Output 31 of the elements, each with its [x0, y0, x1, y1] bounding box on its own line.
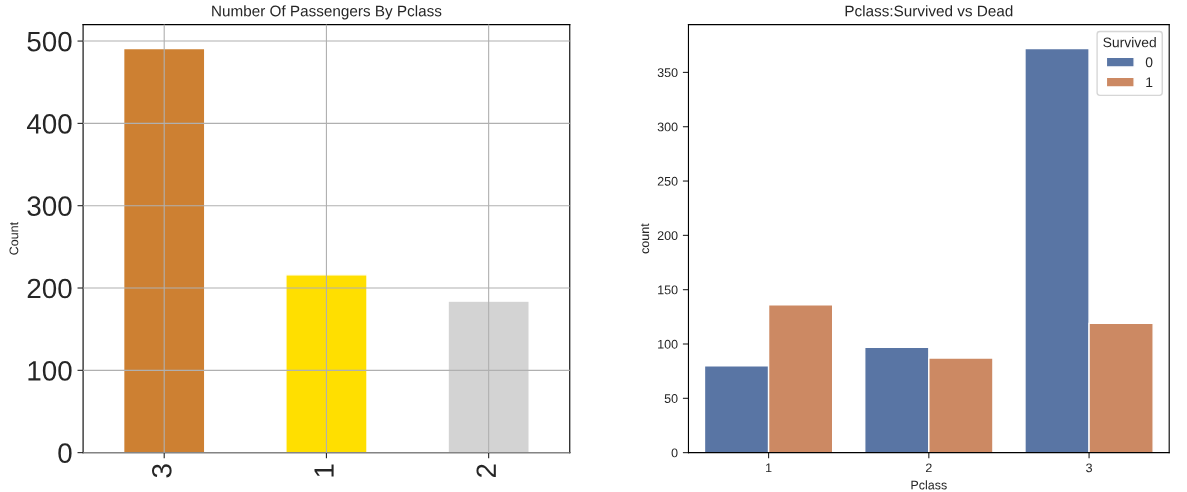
- x-tick-label: 2: [925, 463, 932, 473]
- y-tick-label: 500: [27, 31, 72, 52]
- x-tick-label: 1: [314, 464, 334, 477]
- y-tick-label: 100: [28, 360, 72, 381]
- chart-title: Pclass:Survived vs Dead: [845, 5, 1013, 17]
- x-tick-label: 1: [766, 463, 772, 473]
- legend-label: 1: [1146, 77, 1153, 87]
- y-axis-title: Count: [9, 222, 19, 255]
- y-tick-label: 300: [657, 122, 678, 132]
- y-tick-label: 200: [27, 278, 72, 299]
- bar: [122, 47, 206, 453]
- x-tick-label: 3: [1086, 463, 1092, 473]
- y-tick-label: 100: [658, 339, 678, 349]
- y-tick-label: 300: [27, 196, 72, 217]
- x-axis-title: Pclass: [911, 480, 947, 490]
- y-tick-label: 0: [671, 448, 678, 458]
- y-tick-label: 50: [664, 394, 678, 403]
- y-tick-label: 0: [58, 443, 72, 463]
- legend-label: 0: [1145, 57, 1153, 68]
- x-tick-label: 2: [476, 464, 496, 478]
- y-axis-title: count: [640, 223, 650, 254]
- x-tick-label: 3: [151, 464, 172, 478]
- legend-title: Survived: [1103, 37, 1156, 48]
- y-tick-label: 200: [657, 231, 678, 241]
- y-tick-label: 150: [658, 285, 678, 295]
- bar: [447, 300, 530, 453]
- y-tick-label: 250: [657, 176, 678, 186]
- chart-title: Number Of Passengers By Pclass: [212, 5, 442, 20]
- y-tick-label: 350: [657, 68, 678, 78]
- y-tick-label: 400: [26, 114, 72, 134]
- bar: [285, 274, 368, 453]
